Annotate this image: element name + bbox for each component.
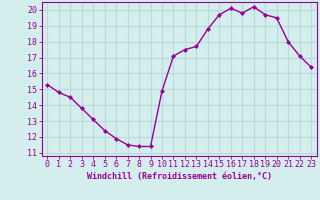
X-axis label: Windchill (Refroidissement éolien,°C): Windchill (Refroidissement éolien,°C) (87, 172, 272, 181)
